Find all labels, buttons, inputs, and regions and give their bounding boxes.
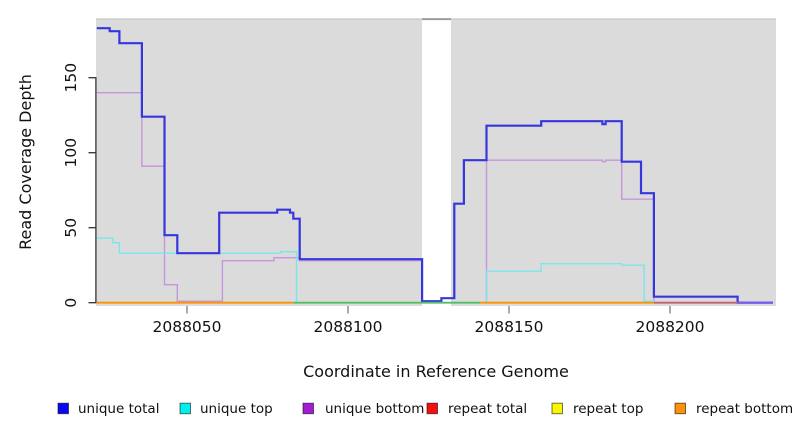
legend-label-repeat-top: repeat top bbox=[573, 401, 643, 417]
coverage-gap-top-border bbox=[422, 18, 452, 21]
axis-layer: 0 50 100 150 2088050 2088100 2088150 2088200 bbox=[62, 63, 705, 336]
legend-layer: unique total unique top unique bottom repea… bbox=[57, 401, 792, 417]
legend-label-unique-bottom: unique bottom bbox=[325, 401, 424, 417]
legend-swatch-unique-total bbox=[57, 402, 69, 415]
series-line-unique-total bbox=[96, 27, 773, 304]
legend-label-unique-top: unique top bbox=[200, 401, 273, 417]
legend-swatch-repeat-top bbox=[551, 402, 563, 415]
legend-swatch-unique-top bbox=[179, 402, 191, 415]
series-line-unique-bottom bbox=[96, 92, 773, 304]
y-tick-label: 150 bbox=[62, 63, 80, 93]
x-tick-label: 2088100 bbox=[313, 318, 382, 336]
legend-swatch-repeat-bottom bbox=[674, 402, 686, 415]
y-tick-label: 0 bbox=[62, 298, 80, 308]
x-tick-label: 2088050 bbox=[152, 318, 221, 336]
series-line-unique-top bbox=[96, 237, 773, 304]
y-axis-title: Read Coverage Depth bbox=[16, 74, 35, 250]
y-tick-label: 50 bbox=[62, 218, 80, 238]
x-axis-title: Coordinate in Reference Genome bbox=[303, 362, 569, 381]
x-tick-label: 2088200 bbox=[635, 318, 704, 336]
plot-layer bbox=[96, 18, 776, 307]
legend-swatch-repeat-total bbox=[426, 402, 438, 415]
x-tick-label: 2088150 bbox=[474, 318, 543, 336]
coverage-gap-band bbox=[422, 19, 452, 307]
legend-label-unique-total: unique total bbox=[78, 401, 159, 417]
legend-label-repeat-total: repeat total bbox=[448, 401, 527, 417]
y-tick-label: 100 bbox=[62, 138, 80, 168]
legend-swatch-unique-bottom bbox=[302, 402, 314, 415]
legend-label-repeat-bottom: repeat bottom bbox=[696, 401, 792, 417]
series-layer bbox=[96, 27, 774, 304]
